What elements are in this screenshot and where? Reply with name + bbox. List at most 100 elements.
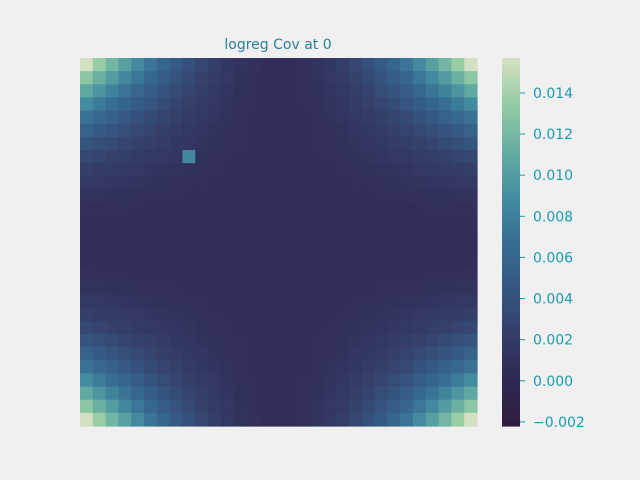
heatmap-cell [92, 412, 107, 427]
colorbar-segment [502, 306, 520, 311]
heatmap-cell [233, 412, 248, 427]
heatmap-cell [144, 176, 158, 191]
heatmap-cell [438, 347, 452, 361]
colorbar-segment [502, 85, 520, 90]
heatmap-cell [361, 360, 376, 375]
heatmap-cell [195, 242, 209, 256]
heatmap-cell [323, 347, 337, 361]
colorbar-segment [502, 140, 520, 145]
heatmap-cell [284, 202, 299, 217]
heatmap-cell [387, 97, 401, 112]
heatmap-cell [361, 97, 376, 112]
colorbar-segment [502, 251, 520, 255]
heatmap-cell [233, 373, 248, 388]
heatmap-cell [361, 242, 376, 256]
heatmap-cell [208, 373, 222, 388]
heatmap-cell [438, 123, 452, 138]
heatmap-cell [336, 97, 350, 112]
colorbar-segment [502, 150, 520, 154]
heatmap-cell [208, 281, 222, 296]
heatmap-cell [105, 110, 120, 125]
heatmap-cell [105, 360, 120, 375]
heatmap-cell [233, 215, 248, 230]
colorbar-segment [502, 334, 520, 338]
heatmap-cell [400, 347, 414, 361]
heatmap-cell [400, 71, 414, 85]
heatmap-cell [169, 334, 184, 348]
colorbar-segment [502, 171, 520, 176]
colorbar-segment [502, 343, 520, 347]
heatmap-cell [105, 176, 120, 191]
heatmap-cell [323, 228, 337, 243]
heatmap-cell [246, 320, 260, 335]
heatmap-cell [438, 255, 452, 269]
heatmap-cell [451, 360, 465, 375]
heatmap-cell [272, 110, 286, 125]
heatmap-cell [118, 215, 132, 230]
colorbar-segment [502, 242, 520, 246]
heatmap-cell [105, 150, 120, 164]
heatmap-cell [310, 373, 324, 388]
heatmap-cell [233, 71, 248, 85]
heatmap-cell [387, 136, 401, 151]
colorbar-segment [502, 122, 520, 127]
heatmap-cell [425, 360, 440, 375]
colorbar-segment [502, 260, 520, 265]
heatmap-cell [220, 399, 235, 414]
heatmap-cell [233, 136, 248, 151]
heatmap-cell [272, 58, 286, 72]
heatmap-cell [131, 399, 145, 414]
heatmap-cell [156, 189, 171, 204]
heatmap-cell [464, 163, 478, 177]
heatmap-cell [220, 255, 235, 269]
heatmap-cell [323, 399, 337, 414]
heatmap-cell [348, 150, 363, 164]
colorbar-segment [502, 321, 520, 326]
heatmap-cell [412, 242, 427, 256]
heatmap-cell [438, 399, 452, 414]
heatmap-cell [412, 176, 427, 191]
heatmap-cell [80, 268, 94, 283]
heatmap-cell [246, 307, 260, 322]
heatmap-cell [169, 97, 184, 112]
heatmap-cell [451, 136, 465, 151]
heatmap-cell [451, 58, 465, 72]
heatmap-cell [451, 163, 465, 177]
heatmap-cell [105, 307, 120, 322]
heatmap-cell [246, 215, 260, 230]
heatmap-cell [233, 360, 248, 375]
heatmap-cell [156, 268, 171, 283]
heatmap-cell [92, 360, 107, 375]
heatmap-cell [464, 84, 478, 99]
heatmap-cell [361, 347, 376, 361]
heatmap-cell [451, 268, 465, 283]
heatmap-cell [297, 202, 312, 217]
heatmap-cell [105, 334, 120, 348]
heatmap-cell [220, 281, 235, 296]
colorbar-tick-label: 0.006 [533, 250, 573, 266]
heatmap-cell [156, 163, 171, 177]
heatmap-cell [80, 373, 94, 388]
heatmap-cell [169, 412, 184, 427]
heatmap-cell [92, 84, 107, 99]
heatmap-cell [374, 320, 388, 335]
heatmap-cell [156, 399, 171, 414]
heatmap-cell [208, 228, 222, 243]
heatmap-cell [182, 202, 196, 217]
heatmap-cell [92, 110, 107, 125]
heatmap-cell [233, 150, 248, 164]
heatmap-cell [272, 215, 286, 230]
heatmap-cell [361, 123, 376, 138]
heatmap-cell [246, 386, 260, 401]
heatmap-cell [182, 281, 196, 296]
colorbar-segment [502, 235, 520, 240]
heatmap-cell [284, 373, 299, 388]
heatmap-cell [182, 71, 196, 85]
heatmap-cell [284, 110, 299, 125]
heatmap-cell [284, 228, 299, 243]
heatmap-cell [92, 373, 107, 388]
heatmap-cell [323, 320, 337, 335]
heatmap-cell [208, 242, 222, 256]
heatmap-cell [451, 386, 465, 401]
colorbar-segment [502, 125, 520, 130]
